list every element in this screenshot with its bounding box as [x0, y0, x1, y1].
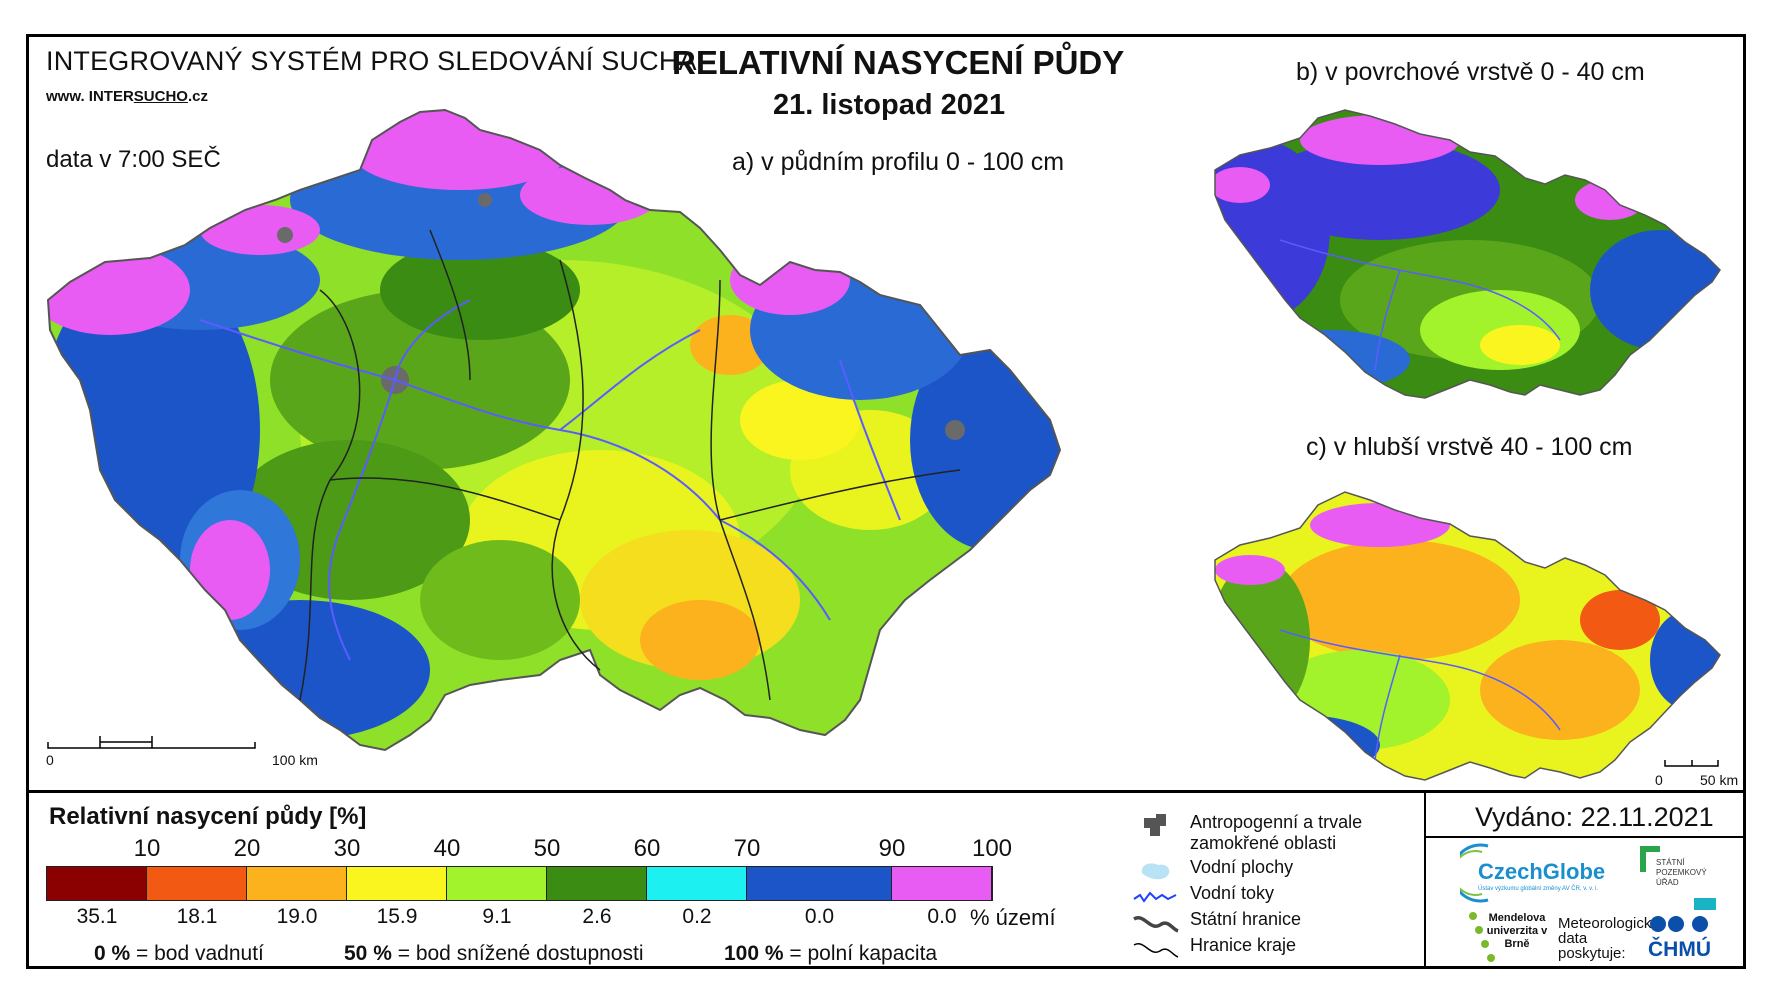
main-title: RELATIVNÍ NASYCENÍ PŮDY — [672, 44, 1125, 81]
region-borders-map-a — [299, 229, 961, 701]
issued-date: Vydáno: 22.11.2021 — [1475, 802, 1714, 832]
map-a-label: a) v půdním profilu 0 - 100 cm — [732, 148, 1065, 176]
legend-class-swatch — [892, 867, 992, 900]
scale-a-start: 0 — [46, 752, 54, 768]
legend-color-bar — [46, 866, 993, 901]
map-date: 21. listopad 2021 — [773, 89, 1006, 121]
legend-class-swatch — [447, 867, 547, 900]
legend-class-swatch — [247, 867, 347, 900]
legend-unit: % území — [970, 905, 1056, 930]
chmu-logo-icon — [1650, 916, 1708, 932]
definition-wilting-point: 0 % = bod vadnutí — [94, 942, 264, 965]
legend-class-swatch — [747, 867, 892, 900]
legend-tick-label: 30 — [333, 835, 361, 862]
legend-area-percent: 9.1 — [482, 905, 512, 928]
czechglobe-logo-text: CzechGlobe — [1478, 859, 1606, 884]
definition-field-capacity: 100 % = polní kapacita — [724, 942, 938, 965]
legend-area-percent: 15.9 — [376, 905, 418, 928]
footer-divider-horizontal — [1424, 836, 1746, 838]
symbol-river: Vodní toky — [1130, 883, 1274, 911]
legend-class-swatch — [647, 867, 747, 900]
soil-saturation-map-40-100 — [1215, 492, 1720, 780]
legend-area-percent: 35.1 — [76, 905, 118, 928]
scale-a-end: 100 km — [272, 752, 318, 768]
legend-tick-label: 20 — [233, 835, 261, 862]
legend-class-swatch — [147, 867, 247, 900]
symbol-region-border-label: Hranice kraje — [1190, 935, 1297, 955]
map-b-label: b) v povrchové vrstvě 0 - 40 cm — [1296, 58, 1645, 86]
website-link[interactable]: www. INTERSUCHO.cz — [46, 88, 208, 105]
symbol-state-border-label: Státní hranice — [1190, 909, 1302, 929]
legend-area-percent: 2.6 — [582, 905, 612, 928]
legend-tick-label: 60 — [633, 835, 661, 862]
scale-c-start: 0 — [1655, 772, 1663, 788]
legend-tick-label: 90 — [878, 835, 906, 862]
definition-reduced-availability: 50 % = bod snížené dostupnosti — [344, 942, 644, 965]
legend-tick-label: 100 — [971, 835, 1013, 862]
legend-area-percent: 0.0 — [804, 905, 835, 928]
footer-divider-vertical — [1424, 793, 1426, 969]
legend-class-swatch — [347, 867, 447, 900]
mendel-logo-text: Mendelova univerzita v Brně — [1486, 912, 1548, 950]
legend-tick-label: 10 — [133, 835, 161, 862]
symbol-water-body-label: Vodní plochy — [1190, 857, 1294, 877]
region-border-icon — [1133, 943, 1179, 958]
scale-bar-a — [47, 736, 256, 749]
soil-saturation-map-0-100 — [48, 110, 1060, 750]
legend-class-swatch — [547, 867, 647, 900]
spu-logo-icon — [1640, 846, 1716, 910]
map-c-label: c) v hlubší vrstvě 40 - 100 cm — [1306, 433, 1633, 461]
legend-area-percent: 19.0 — [276, 905, 318, 928]
symbol-state-border: Státní hranice — [1130, 909, 1301, 937]
legend-tick-label: 70 — [733, 835, 761, 862]
symbol-region-border: Hranice kraje — [1130, 935, 1296, 963]
mendel-logo-icon — [1469, 912, 1495, 962]
scale-c-end: 50 km — [1700, 772, 1739, 788]
legend-divider — [26, 790, 1746, 793]
legend-area-percent: 0.2 — [682, 905, 712, 928]
system-title: INTEGROVANÝ SYSTÉM PRO SLEDOVÁNÍ SUCHA — [46, 46, 697, 76]
spu-logo-text: STÁTNÍ POZEMKOVÝ ÚŘAD — [1656, 858, 1707, 887]
state-border-icon — [1133, 916, 1179, 933]
anthropogenic-area-icon — [1144, 814, 1166, 836]
chmu-logo-text: ČHMÚ — [1648, 938, 1711, 961]
scale-bar-c — [1664, 760, 1719, 767]
data-time: data v 7:00 SEČ — [46, 146, 221, 173]
legend-class-swatch — [47, 867, 147, 900]
legend-tick-label: 40 — [433, 835, 461, 862]
meteo-data-text: Meteorologická data poskytuje: — [1558, 915, 1660, 962]
symbol-river-label: Vodní toky — [1190, 883, 1275, 903]
legend-area-percent: 0.0 — [927, 905, 957, 928]
czechglobe-logo-icon — [1460, 843, 1489, 903]
symbol-anthropogenic: Antropogenní a trvale zamokřené oblasti — [1130, 812, 1400, 854]
legend-area-percent: 18.1 — [176, 905, 218, 928]
river-icon — [1133, 891, 1177, 903]
water-body-icon — [1141, 863, 1170, 880]
czechglobe-logo-subtitle: Ústav výzkumu globální změny AV ČR, v. v… — [1478, 886, 1599, 892]
symbol-anthropogenic-label: Antropogenní a trvale zamokřené oblasti — [1190, 812, 1363, 853]
legend-tick-label: 50 — [533, 835, 561, 862]
legend-title: Relativní nasycení půdy [%] — [49, 803, 367, 830]
symbol-water-body: Vodní plochy — [1130, 857, 1293, 885]
